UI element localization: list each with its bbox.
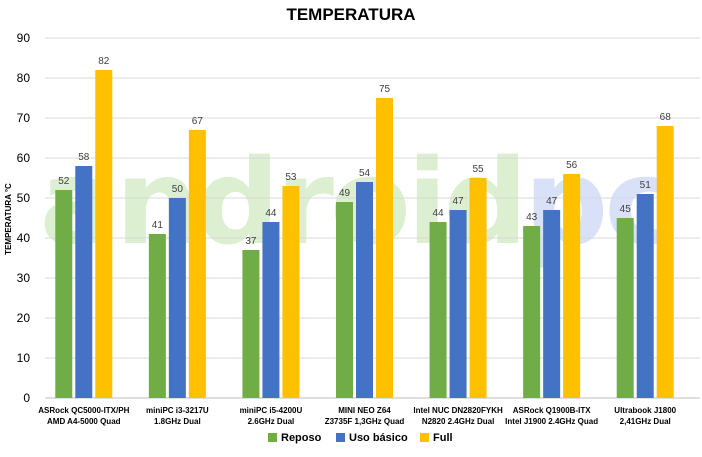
y-tick-label: 60: [17, 151, 31, 165]
legend-label: Full: [433, 432, 453, 444]
bar: [262, 222, 280, 398]
bar: [95, 70, 113, 398]
y-axis: 0 10 20 30 40 50 60 70 80 90: [17, 31, 31, 405]
y-tick-label: 10: [17, 351, 31, 365]
bar: [523, 226, 541, 398]
bar: [429, 222, 447, 398]
data-label: 56: [566, 160, 578, 171]
data-label: 43: [526, 212, 538, 223]
data-labels: 52 58 82 41 50 67 37 44 53 49 54 75 44 47 55 43 47 56 45 51…: [58, 56, 671, 247]
data-label: 44: [265, 208, 277, 219]
x-tick-label: miniPC i5-4200U: [240, 406, 303, 415]
data-label: 58: [78, 152, 90, 163]
legend-swatch: [420, 433, 429, 442]
bar: [188, 130, 206, 398]
bar: [75, 166, 93, 398]
data-label: 45: [620, 204, 632, 215]
bar: [148, 234, 166, 398]
bar: [563, 174, 581, 398]
bar: [636, 194, 654, 398]
x-tick-label: Intel NUC DN2820FYKH: [413, 406, 503, 415]
y-tick-label: 0: [23, 391, 30, 405]
data-label: 41: [152, 220, 164, 231]
y-tick-label: 20: [17, 311, 31, 325]
data-label: 67: [192, 116, 204, 127]
legend-label: Reposo: [281, 432, 322, 444]
legend-label: Uso básico: [349, 432, 408, 444]
bar: [469, 178, 487, 398]
y-tick-label: 80: [17, 71, 31, 85]
chart-title: TEMPERATURA: [286, 5, 415, 24]
data-label: 53: [285, 172, 297, 183]
data-label: 51: [640, 180, 652, 191]
y-tick-label: 30: [17, 271, 31, 285]
x-tick-label: Z3735F 1,3GHz Quad: [325, 417, 405, 426]
x-tick-label: 2,41GHz Dual: [620, 417, 671, 426]
x-tick-label: miniPC i3-3217U: [146, 406, 209, 415]
bar: [282, 186, 300, 398]
x-tick-label: ASRock Q1900B-ITX: [513, 406, 591, 415]
data-label: 47: [546, 196, 558, 207]
x-tick-label: 1.8GHz Dual: [154, 417, 201, 426]
y-tick-label: 90: [17, 31, 31, 45]
bar: [656, 126, 674, 398]
legend: Reposo Uso básico Full: [268, 432, 453, 444]
y-tick-label: 50: [17, 191, 31, 205]
x-tick-label: N2820 2.4GHz Dual: [422, 417, 494, 426]
bar: [168, 198, 186, 398]
data-label: 55: [473, 164, 485, 175]
data-label: 49: [339, 188, 351, 199]
x-tick-label: Intel J1900 2.4GHz Quad: [505, 417, 598, 426]
y-tick-label: 70: [17, 111, 31, 125]
x-axis: ASRock QC5000-ITX/PH AMD A4-5000 Quad mini…: [38, 406, 676, 426]
bar: [376, 98, 393, 398]
data-label: 82: [98, 56, 110, 67]
data-label: 37: [245, 236, 257, 247]
bars: [55, 70, 674, 398]
bar: [336, 202, 353, 398]
x-tick-label: MINI NEO Z64: [338, 406, 391, 415]
data-label: 68: [660, 112, 672, 123]
bar: [616, 218, 634, 398]
data-label: 44: [433, 208, 445, 219]
x-tick-label: 2.6GHz Dual: [248, 417, 295, 426]
data-label: 54: [359, 168, 371, 179]
data-label: 75: [379, 84, 391, 95]
bar: [356, 182, 373, 398]
x-tick-label: AMD A4-5000 Quad: [47, 417, 121, 426]
legend-swatch: [268, 433, 277, 442]
y-axis-title: TEMPERATURA °C: [4, 183, 13, 255]
data-label: 47: [453, 196, 465, 207]
bar: [55, 190, 73, 398]
data-label: 50: [172, 184, 184, 195]
x-tick-label: Ultrabook J1800: [614, 406, 676, 415]
y-tick-label: 40: [17, 231, 31, 245]
data-label: 52: [58, 176, 70, 187]
bar: [449, 210, 467, 398]
bar: [543, 210, 561, 398]
legend-swatch: [336, 433, 345, 442]
bar: [242, 250, 260, 398]
x-tick-label: ASRock QC5000-ITX/PH: [38, 406, 129, 415]
